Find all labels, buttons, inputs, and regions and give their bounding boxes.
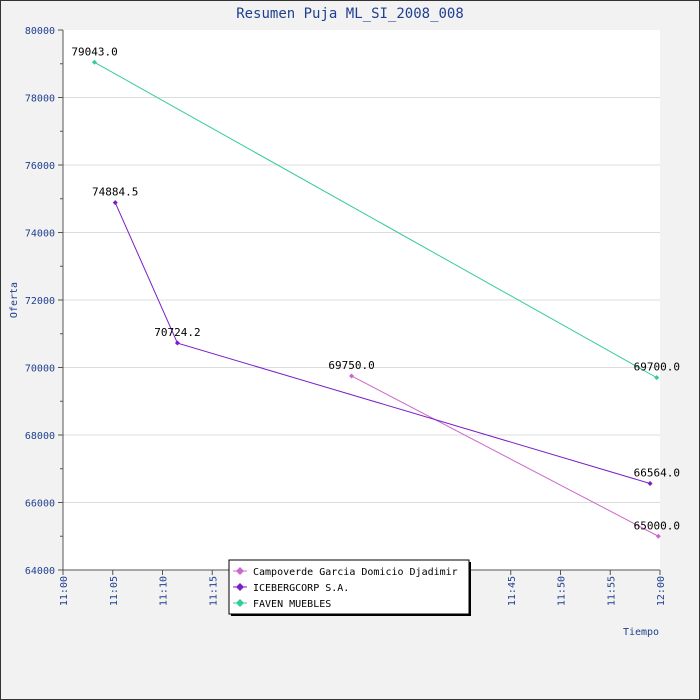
x-tick-label: 11:55 <box>606 576 617 606</box>
x-tick-label: 11:50 <box>557 576 568 606</box>
y-tick-label: 66000 <box>25 499 55 510</box>
data-label: 70724.2 <box>154 326 200 339</box>
legend-box <box>228 559 470 615</box>
data-label: 66564.0 <box>634 466 680 479</box>
grid-lines <box>63 97 660 503</box>
data-point <box>647 480 653 486</box>
data-point <box>349 373 355 379</box>
y-tick-label: 78000 <box>25 94 55 105</box>
legend: Campoverde Garcia Domicio Djadimir ICEBER… <box>228 559 471 616</box>
data-label: 69700.0 <box>634 361 680 374</box>
legend-marker <box>236 599 244 607</box>
y-axis-label: Oferta <box>9 282 20 318</box>
x-tick-label: 11:00 <box>59 576 70 606</box>
y-tick-label: 74000 <box>25 229 55 240</box>
y-tick-label: 68000 <box>25 431 55 442</box>
data-label: 65000.0 <box>634 519 680 532</box>
x-tick-label: 11:10 <box>159 576 170 606</box>
series-line <box>94 61 657 379</box>
y-tick-label: 70000 <box>25 364 55 375</box>
x-tick-label: 12:00 <box>656 576 667 606</box>
x-tick-label: 11:45 <box>507 576 518 606</box>
x-axis-label: Tiempo <box>623 627 659 638</box>
x-tick-label: 11:15 <box>208 576 219 606</box>
data-point <box>655 533 661 539</box>
legend-marker <box>236 567 244 575</box>
x-tick-label: 11:05 <box>109 576 120 606</box>
y-tick-label: 72000 <box>25 296 55 307</box>
y-axis-ticks: 64000 66000 68000 70000 72000 74000 76000 78000… <box>25 26 63 577</box>
legend-marker <box>236 583 244 591</box>
series-layer <box>92 59 661 539</box>
data-label: 74884.5 <box>92 186 138 199</box>
data-label: 79043.0 <box>71 45 117 58</box>
y-tick-label: 64000 <box>25 566 55 577</box>
y-tick-label: 80000 <box>25 26 55 37</box>
legend-entry: ICEBERGCORP S.A. <box>253 583 349 594</box>
series-line <box>351 375 659 537</box>
y-tick-label: 76000 <box>25 161 55 172</box>
data-point <box>92 59 98 65</box>
data-point <box>654 375 660 381</box>
data-point <box>112 200 118 206</box>
data-labels: 69750.0 65000.0 74884.5 70724.2 66564.0 79043… <box>71 45 680 532</box>
legend-entry: Campoverde Garcia Domicio Djadimir <box>253 567 458 578</box>
data-point <box>174 340 180 346</box>
data-label: 69750.0 <box>328 359 374 372</box>
legend-entry: FAVEN MUEBLES <box>253 599 331 610</box>
chart-title: Resumen Puja ML_SI_2008_008 <box>236 6 464 22</box>
